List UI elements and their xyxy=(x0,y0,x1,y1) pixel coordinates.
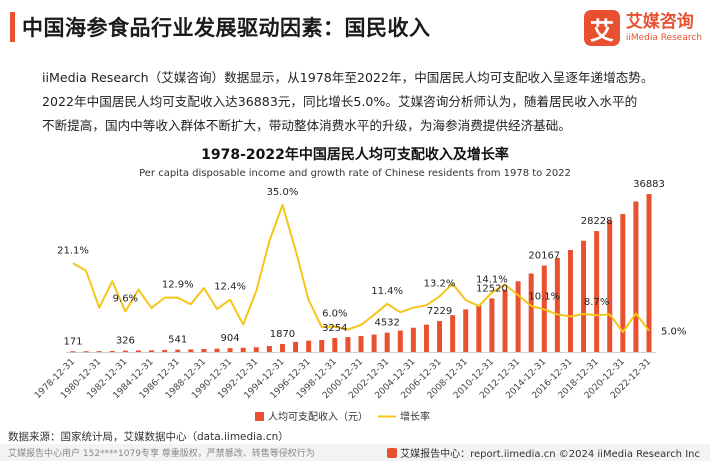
logo-text: 艾媒咨询 iiMedia Research xyxy=(626,12,702,44)
growth-value-label: 6.0% xyxy=(322,309,347,320)
income-value-label: 326 xyxy=(116,336,135,347)
income-bar xyxy=(384,332,390,352)
income-value-label: 1870 xyxy=(270,329,295,340)
income-value-label: 4532 xyxy=(374,318,399,329)
chart-subtitle: Per capita disposable income and growth … xyxy=(139,168,571,179)
growth-value-label: 10.1% xyxy=(528,291,560,302)
income-bar xyxy=(201,349,207,352)
summary-line-2: 2022年中国居民人均可支配收入达36883元，同比增长5.0%。艾媒咨询分析师… xyxy=(42,94,638,109)
growth-value-label: 8.7% xyxy=(584,297,609,308)
income-value-label: 28228 xyxy=(581,216,613,227)
income-value-label: 541 xyxy=(168,335,187,346)
income-bar xyxy=(437,321,443,352)
legend-line-label: 增长率 xyxy=(400,410,430,423)
growth-value-label: 12.4% xyxy=(214,282,246,293)
income-bar xyxy=(633,201,639,352)
summary-paragraph: iiMedia Research（艾媒咨询）数据显示，从1978年至2022年，… xyxy=(42,66,692,138)
income-bar xyxy=(528,273,534,352)
summary-line-1: iiMedia Research（艾媒咨询）数据显示，从1978年至2022年，… xyxy=(42,70,654,85)
growth-value-label: 35.0% xyxy=(267,187,299,198)
income-bar xyxy=(450,315,456,352)
growth-value-label: 9.6% xyxy=(113,293,138,304)
income-value-label: 7229 xyxy=(427,306,452,317)
income-bar xyxy=(135,350,141,352)
income-value-label: 3254 xyxy=(322,323,347,334)
income-bar xyxy=(214,348,220,352)
logo-mark: 艾 xyxy=(583,10,620,46)
legend-bar-swatch xyxy=(255,412,264,421)
income-bar xyxy=(175,349,181,352)
income-bar xyxy=(227,348,233,352)
brand-logo: 艾 艾媒咨询 iiMedia Research xyxy=(583,10,702,46)
income-bar xyxy=(306,340,312,352)
income-bar xyxy=(83,351,89,353)
income-bar xyxy=(515,281,521,352)
income-bar xyxy=(345,337,351,352)
income-bar xyxy=(410,327,416,352)
chart-title: 1978-2022年中国居民人均可支配收入及增长率 xyxy=(201,147,509,163)
income-value-label: 171 xyxy=(63,336,82,347)
income-bar xyxy=(293,341,299,352)
income-bar xyxy=(319,340,325,352)
income-bar xyxy=(279,343,285,352)
growth-value-label: 12.9% xyxy=(162,280,194,291)
growth-value-label: 11.4% xyxy=(371,286,403,297)
income-bar xyxy=(489,298,495,352)
income-value-label: 36883 xyxy=(633,179,665,190)
income-value-label: 20167 xyxy=(528,251,560,262)
legend-bar-label: 人均可支配收入（元） xyxy=(268,410,368,423)
income-bar xyxy=(502,289,508,352)
income-value-label: 12520 xyxy=(476,283,508,294)
income-bar xyxy=(332,338,338,352)
footer-bar: 艾媒报告中心用户 152****1079专享 尊重版权，严禁篡改、转售等侵权行为… xyxy=(0,444,710,461)
logo-cn: 艾媒咨询 xyxy=(625,12,694,32)
income-bar xyxy=(607,220,613,352)
income-bar xyxy=(554,257,560,352)
income-chart: 171 326 541 904 1870 3254 4532 7229 12520 20167 28… xyxy=(33,179,686,423)
income-bar xyxy=(371,334,377,352)
income-bar xyxy=(149,350,155,352)
income-bar xyxy=(397,330,403,352)
income-bar xyxy=(109,351,115,353)
growth-value-label: 14.1% xyxy=(476,275,508,286)
title-accent-bar xyxy=(10,12,15,42)
growth-value-label: 21.1% xyxy=(57,245,89,256)
income-bar xyxy=(122,350,128,352)
data-source: 数据来源：国家统计局，艾媒数据中心（data.iimedia.cn） xyxy=(8,431,289,443)
income-bar xyxy=(594,231,600,352)
page-title: 中国海参食品行业发展驱动因素：国民收入 xyxy=(22,16,431,40)
footer-logo-icon xyxy=(387,448,398,458)
income-value-label: 904 xyxy=(221,333,240,344)
income-bar xyxy=(266,346,272,352)
income-bar xyxy=(253,347,259,352)
income-bar xyxy=(463,309,469,352)
income-bar xyxy=(476,304,482,352)
income-bar xyxy=(240,347,246,352)
footer-right-text: 艾媒报告中心：report.iimedia.cn ©2024 iiMedia R… xyxy=(400,449,700,460)
growth-rate-line xyxy=(72,204,650,333)
footer-copyright-notice: 艾媒报告中心用户 152****1079专享 尊重版权，严禁篡改、转售等侵权行为 xyxy=(8,449,315,459)
income-bar xyxy=(162,349,168,352)
income-bar xyxy=(581,240,587,352)
income-bar xyxy=(70,351,76,353)
income-bar xyxy=(567,249,573,352)
income-bar xyxy=(423,324,429,352)
income-bar xyxy=(620,214,626,352)
summary-line-3: 不断提高，国内中等收入群体不断扩大，带动整体消费水平的升级，为海参消费提供经济基… xyxy=(42,118,571,133)
logo-en: iiMedia Research xyxy=(625,33,702,43)
growth-value-label: 5.0% xyxy=(661,327,686,338)
income-bar xyxy=(188,349,194,352)
income-bar xyxy=(646,194,652,352)
footer-report-link: 艾媒报告中心：report.iimedia.cn ©2024 iiMedia R… xyxy=(387,445,700,460)
income-bar xyxy=(358,336,364,352)
income-bar xyxy=(96,351,102,353)
growth-value-label: 13.2% xyxy=(424,278,456,289)
